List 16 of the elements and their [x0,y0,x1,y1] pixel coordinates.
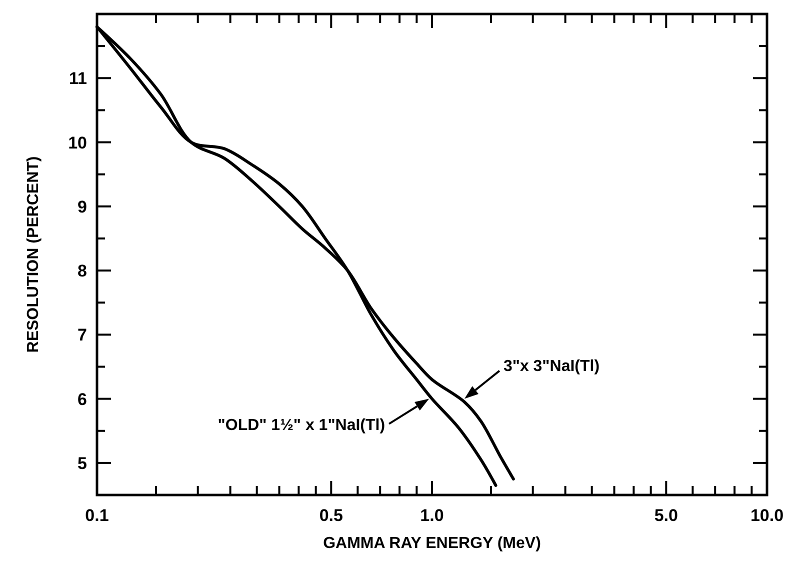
x-tick-label: 0.5 [319,506,343,525]
y-tick-label: 10 [68,133,87,152]
y-tick-label: 9 [78,197,87,216]
y-axis-title: RESOLUTION (PERCENT) [25,156,42,353]
annotation: "OLD" 1½" x 1"NaI(Tl) [218,416,386,434]
x-tick-label: 0.1 [85,506,109,525]
x-tick-label: 5.0 [654,506,678,525]
x-axis-title: GAMMA RAY ENERGY (MeV) [323,535,541,552]
x-tick-label: 1.0 [420,506,444,525]
y-tick-label: 11 [69,69,87,88]
y-tick-label: 7 [78,326,87,345]
y-tick-label: 8 [78,262,87,281]
annotation: 3"x 3"NaI(Tl) [503,358,600,375]
x-tick-label: 10.0 [750,506,784,525]
y-tick-label: 6 [78,390,87,409]
y-tick-label: 5 [78,454,87,473]
